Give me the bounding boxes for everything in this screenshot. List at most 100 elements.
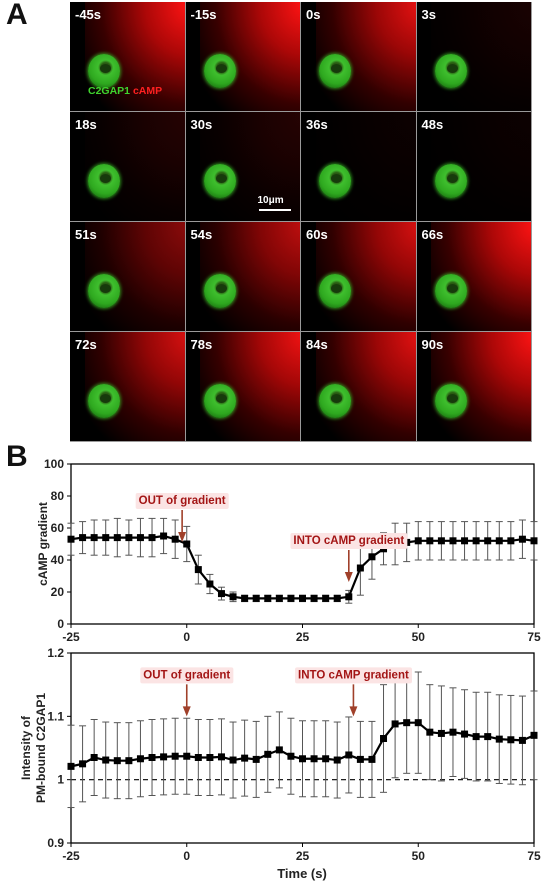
timepoint-label: 54s (190, 227, 213, 242)
panel-a-label: A (6, 0, 28, 31)
data-point (125, 757, 133, 765)
y-tick-label: 100 (44, 457, 64, 471)
timepoint-label: 36s (306, 117, 328, 132)
svg-text:OUT of gradient: OUT of gradient (139, 495, 226, 507)
cell-body (319, 164, 351, 198)
image-cell-72s: 72s (70, 332, 186, 442)
cell-body (319, 384, 351, 418)
data-point (67, 762, 75, 770)
cell-body (319, 274, 351, 308)
image-cell-0s: 0s (301, 2, 417, 112)
data-point (125, 534, 133, 542)
x-tick-label: 0 (183, 849, 190, 863)
image-cell-54s: 54s (185, 222, 301, 332)
timepoint-label: -15s (190, 7, 217, 22)
y-axis-label-line1: Intensity of (19, 715, 33, 780)
timepoint-label: 66s (421, 227, 444, 242)
data-point (368, 553, 376, 561)
timepoint-label: 3s (421, 7, 436, 22)
data-point (217, 753, 225, 761)
data-point (380, 735, 388, 742)
data-point (275, 746, 283, 754)
data-point (426, 537, 434, 545)
data-point (252, 594, 260, 602)
x-tick-label: 25 (296, 630, 310, 642)
data-point (437, 537, 445, 545)
x-tick-label: 50 (412, 630, 426, 642)
data-point (136, 534, 144, 542)
data-point (113, 757, 121, 765)
data-point (530, 537, 538, 545)
data-point (90, 534, 98, 542)
image-cell--45s: -45s C2GAP1 cAMP (70, 2, 186, 112)
cell-nucleus (215, 174, 227, 183)
timepoint-label: 60s (306, 227, 328, 242)
data-point (414, 537, 422, 545)
data-point (90, 754, 98, 761)
legend-camp: cAMP (132, 85, 163, 97)
data-point (229, 593, 237, 601)
data-point (507, 537, 515, 545)
x-tick-label: -25 (62, 630, 80, 642)
image-cell-36s: 36s (301, 112, 417, 222)
data-point (79, 534, 87, 542)
cell-body (88, 54, 120, 88)
timepoint-label: 72s (75, 337, 97, 352)
channel-legend: C2GAP1 cAMP (88, 85, 162, 97)
data-point (403, 719, 411, 727)
cell-nucleus (331, 174, 342, 183)
y-tick-label: 0 (57, 617, 64, 631)
y-tick-label: 1.2 (47, 646, 64, 660)
data-point (148, 534, 156, 542)
x-tick-label: -25 (62, 849, 80, 863)
data-point (229, 756, 237, 764)
data-point (484, 733, 492, 741)
data-point (449, 537, 457, 545)
cell-nucleus (100, 64, 111, 73)
data-point (507, 736, 515, 744)
data-point (530, 731, 538, 739)
legend-c2gap1: C2GAP1 (88, 85, 131, 97)
timepoint-label: 84s (306, 337, 328, 352)
y-tick-label: 0.9 (47, 836, 64, 850)
timepoint-label: -45s (75, 7, 102, 22)
x-tick-label: 0 (183, 630, 190, 642)
x-tick-label: 50 (412, 849, 426, 863)
data-point (356, 564, 364, 572)
annotation: OUT of gradient (135, 493, 229, 542)
data-point (518, 535, 526, 543)
cell-body (88, 274, 120, 308)
data-point (264, 594, 272, 602)
cell-body (88, 384, 120, 418)
data-point (217, 590, 225, 598)
data-point (194, 566, 202, 574)
data-point (299, 755, 306, 763)
data-point (472, 733, 480, 741)
image-cell-84s: 84s (301, 332, 417, 442)
cell-body (434, 384, 467, 418)
svg-text:INTO cAMP gradient: INTO cAMP gradient (293, 535, 404, 547)
data-point (322, 594, 330, 602)
data-point (333, 756, 341, 764)
scale-bar (258, 209, 291, 211)
image-cell-90s: 90s (416, 332, 532, 442)
timepoint-label: 48s (421, 117, 444, 132)
data-point (252, 755, 260, 763)
scale-bar-label: 10μm (257, 195, 284, 206)
data-point (391, 720, 399, 728)
microscopy-image-grid: -45s C2GAP1 cAMP -15s 0s 3s 18s 30s 10μm 36s 48s 5… (70, 2, 532, 442)
data-point (333, 594, 341, 602)
cell-nucleus (331, 394, 342, 403)
data-point (241, 754, 249, 762)
y-axis-label-line2: PM-bound C2GAP1 (34, 693, 48, 803)
annotation: OUT of gradient (140, 667, 234, 717)
timepoint-label: 90s (421, 337, 444, 352)
image-cell-18s: 18s (70, 112, 186, 222)
data-point (194, 754, 202, 761)
data-point (495, 735, 503, 743)
data-point (310, 594, 318, 602)
cell-nucleus (215, 64, 227, 73)
x-axis-label: Time (s) (277, 866, 327, 881)
y-tick-label: 1.1 (47, 709, 64, 723)
